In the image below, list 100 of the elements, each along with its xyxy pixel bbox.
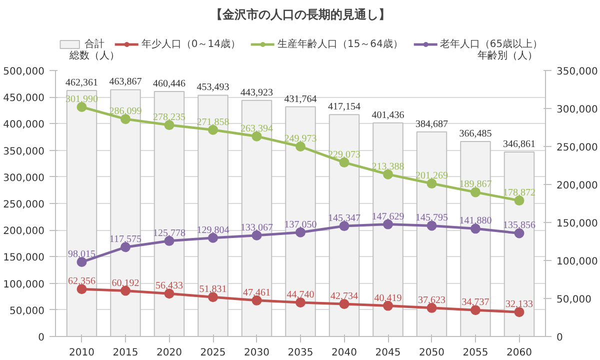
y2-tick-label: 150,000: [556, 218, 598, 230]
x-tick-label: 2055: [462, 348, 488, 358]
y-tick-label: 300,000: [3, 172, 45, 184]
y-axis-title: 総数（人）: [68, 50, 120, 62]
data-label: 32,133: [506, 299, 533, 310]
y-tick-label: 100,000: [3, 279, 45, 290]
data-label: 346,861: [503, 138, 536, 150]
data-label: 56,433: [156, 280, 183, 292]
data-label: 443,923: [240, 87, 273, 98]
point: [383, 169, 393, 180]
point: [383, 219, 393, 230]
y2-tick-label: 350,000: [556, 66, 598, 78]
data-label: 147,629: [372, 211, 404, 222]
y-tick-label: 450,000: [3, 93, 45, 104]
data-label: 44,740: [286, 290, 314, 300]
point: [120, 242, 130, 252]
data-label: 417,154: [328, 102, 360, 113]
point: [296, 227, 306, 238]
point: [339, 157, 350, 168]
data-label: 462,361: [66, 78, 98, 89]
data-label: 98,015: [68, 249, 96, 260]
data-label: 301,990: [66, 94, 98, 105]
point: [164, 120, 174, 130]
y-tick-label: 250,000: [3, 200, 45, 210]
data-label: 40,419: [374, 292, 402, 304]
point: [252, 131, 262, 142]
y-tick-label: 0: [38, 332, 45, 344]
y2-tick-label: 0: [556, 332, 563, 344]
x-tick-label: 2025: [200, 348, 226, 358]
x-tick-label: 2035: [288, 348, 314, 358]
point: [514, 196, 524, 206]
data-label: 60,192: [112, 278, 140, 289]
data-label: 62,356: [68, 276, 96, 288]
y2-tick-label: 100,000: [556, 256, 598, 268]
point: [208, 232, 218, 243]
y-tick-label: 500,000: [3, 66, 45, 78]
data-label: 453,493: [196, 82, 230, 94]
data-label: 463,867: [109, 76, 142, 88]
data-label: 133,067: [240, 222, 273, 234]
legend-label: 生産年齢人口（15～64歳）: [277, 38, 403, 51]
data-label: 384,687: [416, 118, 448, 130]
x-tick-label: 2020: [156, 348, 182, 358]
y2-axis-title: 年齢別（人）: [478, 50, 538, 62]
data-label: 135,856: [503, 220, 536, 232]
data-label: 201,269: [416, 170, 448, 182]
x-tick-label: 2050: [419, 348, 444, 358]
data-label: 286,099: [109, 106, 142, 118]
y-tick-label: 50,000: [10, 306, 45, 317]
data-label: 125,778: [153, 228, 186, 239]
point: [426, 178, 437, 189]
data-label: 141,880: [459, 216, 492, 227]
y-tick-label: 150,000: [3, 252, 45, 264]
data-label: 263,394: [240, 123, 273, 134]
point: [120, 114, 130, 124]
data-label: 37,623: [418, 294, 446, 306]
x-tick-label: 2060: [506, 348, 532, 358]
data-label: 460,446: [153, 78, 186, 90]
data-label: 401,436: [372, 110, 404, 121]
data-label: 47,461: [243, 287, 270, 298]
data-label: 42,734: [330, 291, 358, 302]
point: [296, 142, 306, 152]
y-tick-label: 400,000: [3, 120, 45, 131]
data-label: 117,575: [109, 234, 142, 246]
data-label: 51,831: [199, 284, 227, 296]
y2-tick-label: 300,000: [556, 104, 598, 116]
y2-tick-label: 250,000: [556, 142, 598, 154]
point: [426, 220, 437, 231]
data-label: 145,347: [328, 213, 360, 224]
legend-label: 年少人口（0～14歳）: [141, 38, 240, 51]
chart-title: 【金沢市の人口の長期的見通し】: [210, 8, 390, 22]
legend-label: 老年人口（65歳以上）: [440, 38, 543, 50]
y-tick-label: 350,000: [3, 146, 45, 158]
point: [470, 187, 480, 198]
y-tick-label: 200,000: [3, 226, 45, 238]
x-tick-label: 2030: [244, 348, 270, 358]
point: [252, 230, 262, 240]
data-label: 431,764: [284, 94, 317, 105]
data-label: 366,485: [459, 128, 492, 140]
data-label: 213,388: [372, 161, 404, 172]
data-label: 178,872: [503, 188, 536, 199]
data-label: 137,050: [284, 219, 317, 230]
data-label: 278,235: [153, 112, 186, 124]
data-label: 189,867: [459, 179, 492, 190]
y2-tick-label: 50,000: [556, 294, 592, 306]
data-label: 249,973: [284, 134, 317, 145]
data-label: 34,737: [462, 297, 490, 308]
x-tick-label: 2045: [375, 348, 401, 358]
x-tick-label: 2010: [69, 348, 94, 358]
point: [208, 124, 218, 135]
point: [76, 102, 87, 112]
point: [470, 224, 480, 234]
y2-tick-label: 200,000: [556, 180, 598, 192]
point: [339, 221, 350, 232]
data-label: 129,804: [196, 224, 230, 236]
x-tick-label: 2040: [332, 348, 357, 358]
data-label: 271,858: [196, 116, 230, 128]
point: [164, 236, 174, 246]
data-label: 145,795: [416, 212, 448, 224]
point: [514, 228, 524, 238]
legend-label: 合計: [84, 38, 104, 50]
